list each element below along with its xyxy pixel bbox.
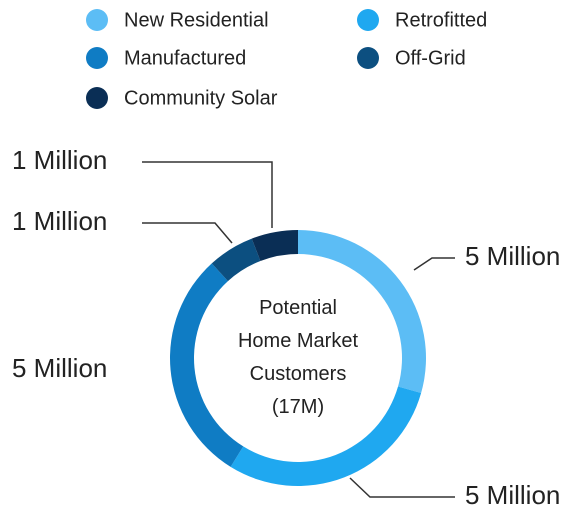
donut-segment (211, 238, 261, 282)
center-label: Home Market (238, 330, 358, 352)
leader-line (142, 161, 273, 228)
center-label: Customers (250, 363, 347, 385)
donut-segment (298, 230, 426, 394)
value-label: 1 Million (12, 206, 107, 236)
legend-swatch (86, 9, 108, 31)
donut-segment (230, 386, 422, 486)
leader-line (349, 477, 455, 498)
value-label: 1 Million (12, 145, 107, 175)
legend-label: Manufactured (124, 47, 246, 69)
legend-swatch (357, 9, 379, 31)
value-label: 5 Million (465, 480, 560, 510)
legend-label: Off-Grid (395, 47, 466, 69)
legend-label: Retrofitted (395, 9, 487, 31)
value-label: 5 Million (465, 241, 560, 271)
legend-swatch (86, 47, 108, 69)
legend-label: Community Solar (124, 87, 278, 109)
donut-segment (169, 263, 244, 467)
value-label: 5 Million (12, 353, 107, 383)
leader-line (413, 257, 455, 271)
legend-swatch (357, 47, 379, 69)
legend-swatch (86, 87, 108, 109)
center-label: Potential (259, 297, 337, 319)
leader-line (142, 222, 233, 244)
center-label: (17M) (272, 396, 324, 418)
donut-segment (251, 230, 298, 262)
legend-label: New Residential (124, 9, 269, 31)
